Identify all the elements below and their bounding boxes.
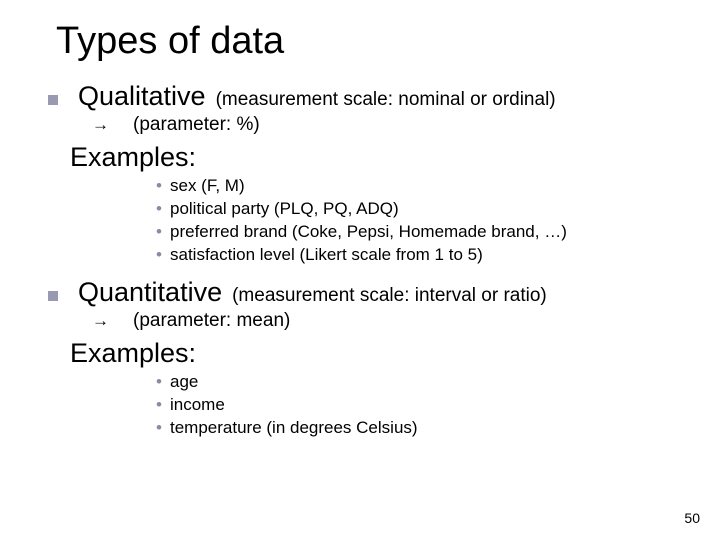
qualitative-examples-label: Examples: (70, 142, 680, 173)
list-item: age (156, 371, 680, 394)
list-item: political party (PLQ, PQ, ADQ) (156, 198, 680, 221)
list-item: satisfaction level (Likert scale from 1 … (156, 244, 680, 267)
quantitative-top-row: Quantitative (measurement scale: interva… (48, 277, 680, 308)
list-item: temperature (in degrees Celsius) (156, 417, 680, 440)
slide-title: Types of data (56, 20, 680, 63)
slide: Types of data Qualitative (measurement s… (0, 0, 720, 540)
qualitative-term: Qualitative (78, 81, 206, 112)
arrow-icon: → (92, 115, 109, 135)
qualitative-examples-list: sex (F, M) political party (PLQ, PQ, ADQ… (156, 175, 680, 267)
quantitative-examples-list: age income temperature (in degrees Celsi… (156, 371, 680, 440)
list-item: preferred brand (Coke, Pepsi, Homemade b… (156, 221, 680, 244)
qualitative-top-row: Qualitative (measurement scale: nominal … (48, 81, 680, 112)
qualitative-parameter: (parameter: %) (133, 114, 260, 136)
quantitative-scale-note: (measurement scale: interval or ratio) (232, 285, 547, 307)
list-item: income (156, 394, 680, 417)
list-item: sex (F, M) (156, 175, 680, 198)
arrow-icon: → (92, 311, 109, 331)
section-quantitative: Quantitative (measurement scale: interva… (48, 277, 680, 440)
qualitative-parameter-row: → (parameter: %) (92, 114, 680, 136)
square-bullet-icon (48, 95, 58, 105)
quantitative-term: Quantitative (78, 277, 222, 308)
section-qualitative: Qualitative (measurement scale: nominal … (48, 81, 680, 267)
quantitative-examples-label: Examples: (70, 338, 680, 369)
square-bullet-icon (48, 291, 58, 301)
page-number: 50 (684, 510, 700, 526)
qualitative-scale-note: (measurement scale: nominal or ordinal) (216, 89, 556, 111)
quantitative-parameter: (parameter: mean) (133, 310, 290, 332)
quantitative-parameter-row: → (parameter: mean) (92, 310, 680, 332)
